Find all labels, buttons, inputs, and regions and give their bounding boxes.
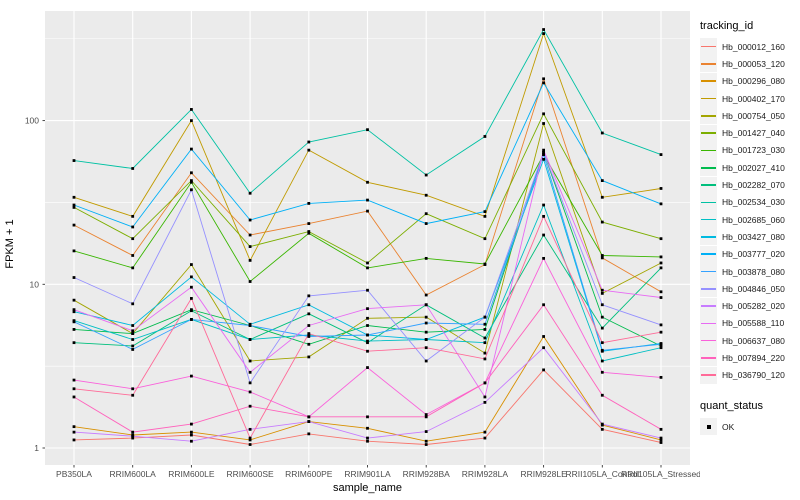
legend-item: Hb_006637_080 xyxy=(700,332,800,350)
legend-item-label: Hb_036790_120 xyxy=(722,370,785,381)
legend-item: Hb_003878_080 xyxy=(700,263,800,280)
x-axis-title: sample_name xyxy=(333,482,402,494)
legend-item-label: Hb_005588_110 xyxy=(722,318,785,329)
ok-point-key-icon xyxy=(700,418,717,436)
series-color-key-icon xyxy=(700,314,717,332)
plot-panel: 1 10 100 PB350LA RRIM600LA RRIM600LE RRIM600SE… xyxy=(25,11,700,494)
legend-item: Hb_000012_160 xyxy=(700,38,800,56)
legend-item: Hb_036790_120 xyxy=(700,366,800,384)
legend-item-label: Hb_002534_030 xyxy=(722,197,785,208)
svg-text:RRII105LA_Stressed: RRII105LA_Stressed xyxy=(621,469,700,479)
legend-item: Hb_003777_020 xyxy=(700,245,800,263)
legend-item: Hb_002534_030 xyxy=(700,193,800,211)
legend-item-ok: OK xyxy=(700,418,800,436)
series-color-key-icon xyxy=(700,90,717,108)
x-axis-tick-labels: PB350LA RRIM600LA RRIM600LE RRIM600SE RRIM60… xyxy=(56,465,700,479)
legend-item-label: Hb_007894_220 xyxy=(722,352,785,363)
series-color-key-icon xyxy=(700,38,717,56)
svg-text:100: 100 xyxy=(25,116,39,126)
legend-item: Hb_005282_020 xyxy=(700,297,800,315)
legend-quant-status-block: quant_status OK xyxy=(700,399,800,436)
legend-item-label: Hb_006637_080 xyxy=(722,335,785,346)
svg-text:RRIM928BA: RRIM928BA xyxy=(403,469,451,479)
legend-item: Hb_000402_170 xyxy=(700,90,800,108)
legend-item-label: Hb_002027_410 xyxy=(722,162,785,173)
series-color-key-icon xyxy=(700,107,717,125)
legend-item: Hb_004846_050 xyxy=(700,280,800,298)
series-color-key-icon xyxy=(700,211,717,229)
legend-item-label: Hb_000053_120 xyxy=(722,58,785,69)
series-color-key-icon xyxy=(700,263,717,280)
series-color-key-icon xyxy=(700,193,717,211)
series-color-key-icon xyxy=(700,72,717,90)
legend-item: Hb_005588_110 xyxy=(700,314,800,332)
svg-text:RRIM901LA: RRIM901LA xyxy=(344,469,391,479)
svg-text:RRIM600PE: RRIM600PE xyxy=(285,469,333,479)
legend-item-label: Hb_002282_070 xyxy=(722,180,785,191)
legend-item: Hb_002685_060 xyxy=(700,211,800,229)
legend-item-label: Hb_000296_080 xyxy=(722,76,785,87)
legend-item-label: Hb_003427_080 xyxy=(722,231,785,242)
legend-item-label: Hb_005282_020 xyxy=(722,301,785,312)
legend-item: Hb_000296_080 xyxy=(700,72,800,90)
series-color-key-icon xyxy=(700,159,717,177)
svg-text:10: 10 xyxy=(30,279,40,289)
legend-item: Hb_002027_410 xyxy=(700,159,800,177)
svg-text:1: 1 xyxy=(34,443,39,453)
series-color-key-icon xyxy=(700,55,717,73)
series-color-key-icon xyxy=(700,124,717,142)
legend-title-quant-status: quant_status xyxy=(700,399,763,412)
legend-item: Hb_000754_050 xyxy=(700,107,800,125)
series-color-key-icon xyxy=(700,141,717,159)
svg-text:RRIM600LA: RRIM600LA xyxy=(110,469,157,479)
svg-text:PB350LA: PB350LA xyxy=(56,469,92,479)
legend-item-label: Hb_001723_030 xyxy=(722,145,785,156)
legend-item-label: Hb_002685_060 xyxy=(722,214,785,225)
legend-items-list: Hb_000012_160 Hb_000053_120 Hb_000296_080 H… xyxy=(700,38,800,384)
legend-item-label: Hb_000012_160 xyxy=(722,41,785,52)
legend-item-label: OK xyxy=(722,421,735,432)
legend: tracking_id Hb_000012_160 Hb_000053_120 Hb… xyxy=(700,20,800,436)
svg-text:RRIM600LE: RRIM600LE xyxy=(168,469,215,479)
series-color-key-icon xyxy=(700,349,717,367)
legend-item-label: Hb_000402_170 xyxy=(722,93,785,104)
legend-item: Hb_001427_040 xyxy=(700,124,800,142)
y-axis-title: FPKM + 1 xyxy=(4,219,16,269)
legend-item-label: Hb_000754_050 xyxy=(722,110,785,121)
svg-text:RRIM928LE: RRIM928LE xyxy=(520,469,567,479)
legend-item-label: Hb_001427_040 xyxy=(722,128,785,139)
series-color-key-icon xyxy=(700,228,717,246)
series-color-key-icon xyxy=(700,297,717,315)
series-color-key-icon xyxy=(700,176,717,194)
legend-title-tracking-id: tracking_id xyxy=(700,20,754,32)
series-color-key-icon xyxy=(700,280,717,298)
legend-item-label: Hb_003878_080 xyxy=(722,266,785,277)
y-axis-tick-labels: 1 10 100 xyxy=(25,116,45,453)
series-color-key-icon xyxy=(700,332,717,350)
legend-item: Hb_001723_030 xyxy=(700,141,800,159)
legend-item: Hb_003427_080 xyxy=(700,228,800,246)
legend-item: Hb_007894_220 xyxy=(700,349,800,367)
legend-item-label: Hb_003777_020 xyxy=(722,249,785,260)
data-points xyxy=(72,28,663,446)
legend-item: Hb_002282_070 xyxy=(700,176,800,194)
svg-text:RRIM928LA: RRIM928LA xyxy=(462,469,509,479)
svg-text:RRIM600SE: RRIM600SE xyxy=(226,469,274,479)
svg-text:RRII105LA_Control: RRII105LA_Control xyxy=(565,469,639,479)
series-color-key-icon xyxy=(700,245,717,263)
series-color-key-icon xyxy=(700,366,717,384)
legend-item: Hb_000053_120 xyxy=(700,55,800,73)
legend-item-label: Hb_004846_050 xyxy=(722,283,785,294)
